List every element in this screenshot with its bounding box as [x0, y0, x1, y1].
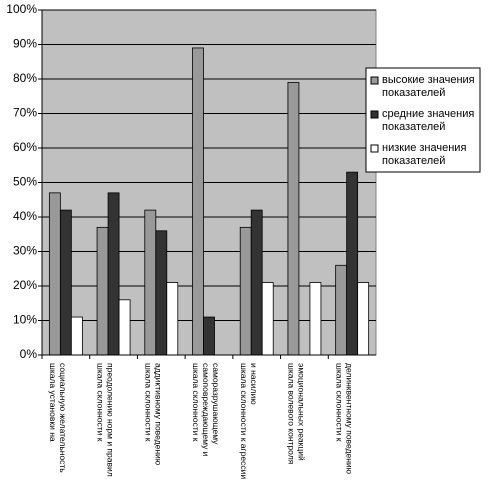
bar: [239, 226, 252, 356]
x-tick-label: шкала установки на социальную желательно…: [48, 363, 68, 473]
bar: [287, 82, 300, 356]
legend-swatch: [370, 76, 379, 85]
bar: [155, 230, 168, 356]
bar: [192, 47, 204, 356]
legend-swatch: [370, 144, 379, 153]
bar: [59, 209, 72, 356]
bar: [261, 282, 274, 356]
bar: [48, 192, 61, 356]
bar: [203, 316, 215, 356]
y-tick-label: 10%: [13, 313, 37, 327]
y-tick-label: 60%: [13, 140, 37, 154]
bar: [357, 282, 370, 356]
x-tick-label: шкала склонности к агрессии и насилию: [238, 363, 259, 480]
bar: [309, 282, 322, 356]
y-tick-label: 40%: [13, 209, 37, 223]
legend-label: низкие значения показателей: [382, 142, 467, 167]
bar: [166, 282, 179, 356]
y-tick-label: 80%: [13, 71, 37, 85]
x-tick-label: шкала волевого контроля эмоциональных ре…: [286, 363, 307, 465]
x-tick-label: шкала склонности к преодолению норм и пр…: [95, 363, 116, 477]
y-tick-label: 0%: [20, 347, 38, 361]
y-tick-label: 20%: [13, 278, 37, 292]
bar: [107, 192, 120, 356]
legend-label: высокие значения показателей: [382, 74, 475, 99]
bar: [335, 264, 348, 356]
x-tick-label: шкала склонности к аддиктивному поведени…: [143, 363, 164, 466]
y-tick-label: 30%: [13, 244, 37, 258]
y-tick-label: 90%: [13, 37, 37, 51]
bar: [144, 209, 157, 356]
bar: [96, 226, 109, 356]
bar: [70, 316, 83, 356]
x-tick-label: шкала склонности к самоповреждающему и с…: [191, 363, 222, 457]
legend-box: [365, 67, 481, 173]
bar: [346, 171, 359, 356]
x-tick-label: шкала склонности к делинквентному поведе…: [334, 363, 355, 475]
legend-swatch: [370, 110, 379, 119]
y-tick-label: 70%: [13, 106, 37, 120]
y-tick-label: 100%: [6, 2, 37, 16]
bar: [250, 209, 263, 356]
y-tick-label: 50%: [13, 175, 37, 189]
bar: [118, 299, 131, 356]
legend-label: средние значения показателей: [382, 108, 475, 133]
